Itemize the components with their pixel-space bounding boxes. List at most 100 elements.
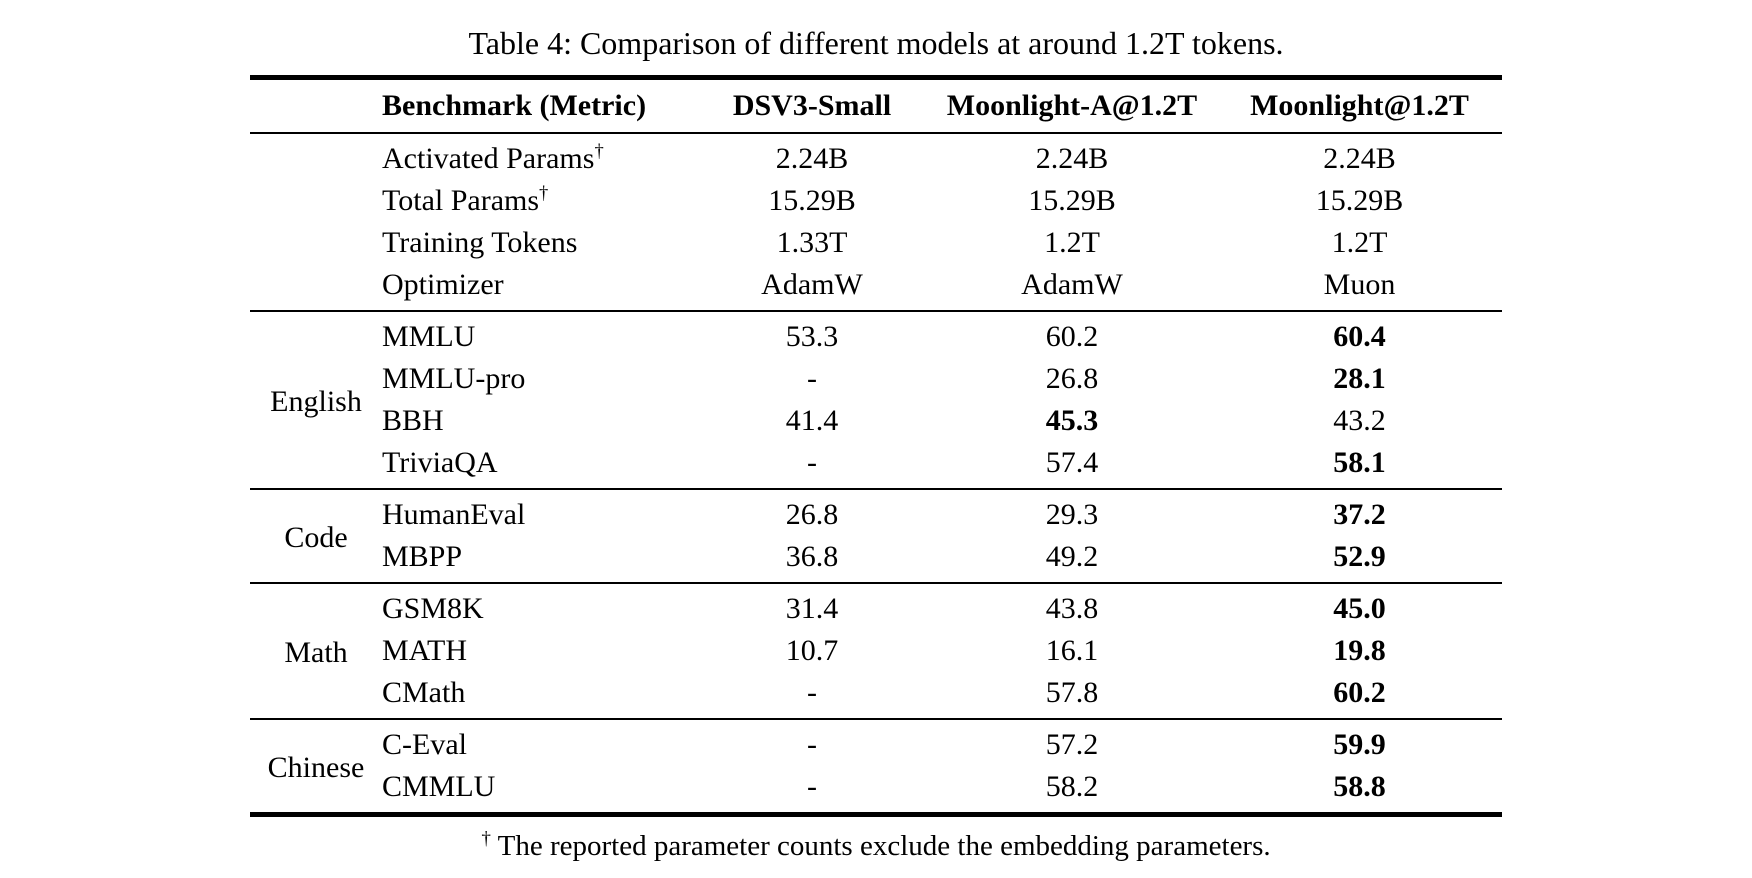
results-table: Benchmark (Metric) DSV3-Small Moonlight-… [250, 75, 1502, 817]
value-cell-best: 45.3 [1045, 404, 1099, 437]
value-cell-best: 60.2 [1333, 676, 1386, 709]
table-footnote: † The reported parameter counts exclude … [250, 828, 1502, 863]
header-model-dsv3-small: DSV3-Small [732, 89, 892, 122]
value-cell-best: 60.4 [1333, 320, 1386, 353]
section-params: Activated Params† 2.24B 2.24B 2.24B Tota… [250, 133, 1502, 311]
metric-label: TriviaQA [382, 446, 498, 479]
metric-label: GSM8K [382, 592, 484, 625]
table-caption: Table 4: Comparison of different models … [468, 25, 1284, 61]
value-cell: 57.2 [1045, 728, 1099, 761]
value-cell: 53.3 [785, 320, 839, 353]
group-label-english: English [270, 385, 362, 418]
metric-label: BBH [382, 404, 444, 437]
value-cell: 10.7 [785, 634, 839, 667]
table-row: English MMLU 53.3 60.2 60.4 [250, 311, 1502, 418]
value-cell: 15.29B [1028, 184, 1116, 217]
table-row: MMLU-pro - 26.8 28.1 [250, 358, 1502, 400]
group-label-chinese: Chinese [267, 751, 365, 784]
value-cell: - [807, 362, 817, 395]
value-cell: 58.2 [1045, 770, 1099, 803]
value-cell: AdamW [1021, 268, 1123, 301]
paper-page: Table 4: Comparison of different models … [250, 0, 1502, 863]
value-cell-best: 58.1 [1333, 446, 1386, 479]
value-cell-best: 28.1 [1333, 362, 1386, 395]
value-cell-best: 58.8 [1333, 770, 1386, 803]
table-row: Code HumanEval 26.8 29.3 37.2 [250, 489, 1502, 554]
value-cell: 26.8 [1045, 362, 1099, 395]
table-row: Optimizer AdamW AdamW Muon [250, 264, 1502, 311]
metric-label: Activated Params† [382, 141, 604, 175]
header-model-moonlight: Moonlight@1.2T [1250, 89, 1469, 122]
value-cell: 36.8 [785, 540, 839, 573]
value-cell-best: 59.9 [1333, 728, 1386, 761]
table-row: Chinese C-Eval - 57.2 59.9 [250, 719, 1502, 784]
value-cell: 2.24B [775, 142, 849, 175]
footnote-text: The reported parameter counts exclude th… [497, 830, 1271, 862]
table-row: Training Tokens 1.33T 1.2T 1.2T [250, 222, 1502, 264]
value-cell: AdamW [761, 268, 863, 301]
group-label-code: Code [284, 521, 348, 554]
section-math: Math GSM8K 31.4 43.8 45.0 MATH 10.7 16.1… [250, 583, 1502, 719]
header-benchmark: Benchmark (Metric) [382, 89, 647, 122]
table-row: MATH 10.7 16.1 19.8 [250, 630, 1502, 672]
dagger-sup: † [539, 183, 549, 204]
table-row: Total Params† 15.29B 15.29B 15.29B [250, 180, 1502, 222]
value-cell: 60.2 [1045, 320, 1099, 353]
value-cell: - [807, 676, 817, 709]
section-english: English MMLU 53.3 60.2 60.4 MMLU-pro - 2… [250, 311, 1502, 489]
table-row: TriviaQA - 57.4 58.1 [250, 442, 1502, 489]
group-label-math: Math [284, 636, 348, 669]
value-cell: 26.8 [785, 498, 839, 531]
value-cell: 1.33T [776, 226, 848, 259]
dagger-sup: † [594, 141, 604, 162]
table-row: Activated Params† 2.24B 2.24B 2.24B [250, 133, 1502, 180]
metric-label: Total Params† [382, 183, 549, 217]
value-cell-best: 37.2 [1333, 498, 1386, 531]
group-label [250, 133, 382, 311]
value-cell: 1.2T [1331, 226, 1388, 259]
value-cell: 43.8 [1045, 592, 1099, 625]
table-header: Benchmark (Metric) DSV3-Small Moonlight-… [250, 78, 1502, 134]
table-row: CMMLU - 58.2 58.8 [250, 766, 1502, 815]
table-row: Math GSM8K 31.4 43.8 45.0 [250, 583, 1502, 669]
section-chinese: Chinese C-Eval - 57.2 59.9 CMMLU - 58.2 … [250, 719, 1502, 815]
value-cell: 57.8 [1045, 676, 1099, 709]
value-cell-best: 45.0 [1333, 592, 1386, 625]
value-cell: 29.3 [1045, 498, 1099, 531]
value-cell: 43.2 [1333, 404, 1386, 437]
value-cell: - [807, 446, 817, 479]
value-cell-best: 52.9 [1333, 540, 1386, 573]
metric-label: MBPP [382, 540, 463, 573]
metric-label: Training Tokens [382, 226, 578, 259]
metric-label: Optimizer [382, 268, 504, 301]
value-cell: 16.1 [1045, 634, 1099, 667]
table-row: BBH 41.4 45.3 43.2 [250, 400, 1502, 442]
table-row: CMath - 57.8 60.2 [250, 672, 1502, 719]
header-model-moonlight-a: Moonlight-A@1.2T [946, 89, 1198, 122]
header-row: Benchmark (Metric) DSV3-Small Moonlight-… [250, 78, 1502, 134]
value-cell: 41.4 [785, 404, 839, 437]
metric-label: MATH [382, 634, 468, 667]
value-cell: 1.2T [1044, 226, 1100, 259]
value-cell: 49.2 [1045, 540, 1099, 573]
value-cell: 15.29B [768, 184, 856, 217]
value-cell: Muon [1323, 268, 1396, 301]
value-cell: - [807, 770, 817, 803]
value-cell: 2.24B [1035, 142, 1109, 175]
value-cell: 57.4 [1045, 446, 1099, 479]
metric-label: CMath [382, 676, 466, 709]
dagger-icon: † [481, 828, 491, 850]
value-cell: - [807, 728, 817, 761]
value-cell: 31.4 [785, 592, 839, 625]
table-row: MBPP 36.8 49.2 52.9 [250, 536, 1502, 583]
metric-label: MMLU [382, 320, 476, 353]
value-cell: 15.29B [1315, 184, 1404, 217]
value-cell-best: 19.8 [1333, 634, 1386, 667]
metric-label: C-Eval [382, 728, 467, 761]
metric-label: MMLU-pro [382, 362, 526, 395]
metric-label: CMMLU [382, 770, 496, 803]
header-corner-cell [250, 78, 382, 134]
value-cell: 2.24B [1323, 142, 1396, 175]
metric-label: HumanEval [382, 498, 526, 531]
section-code: Code HumanEval 26.8 29.3 37.2 MBPP 36.8 … [250, 489, 1502, 583]
